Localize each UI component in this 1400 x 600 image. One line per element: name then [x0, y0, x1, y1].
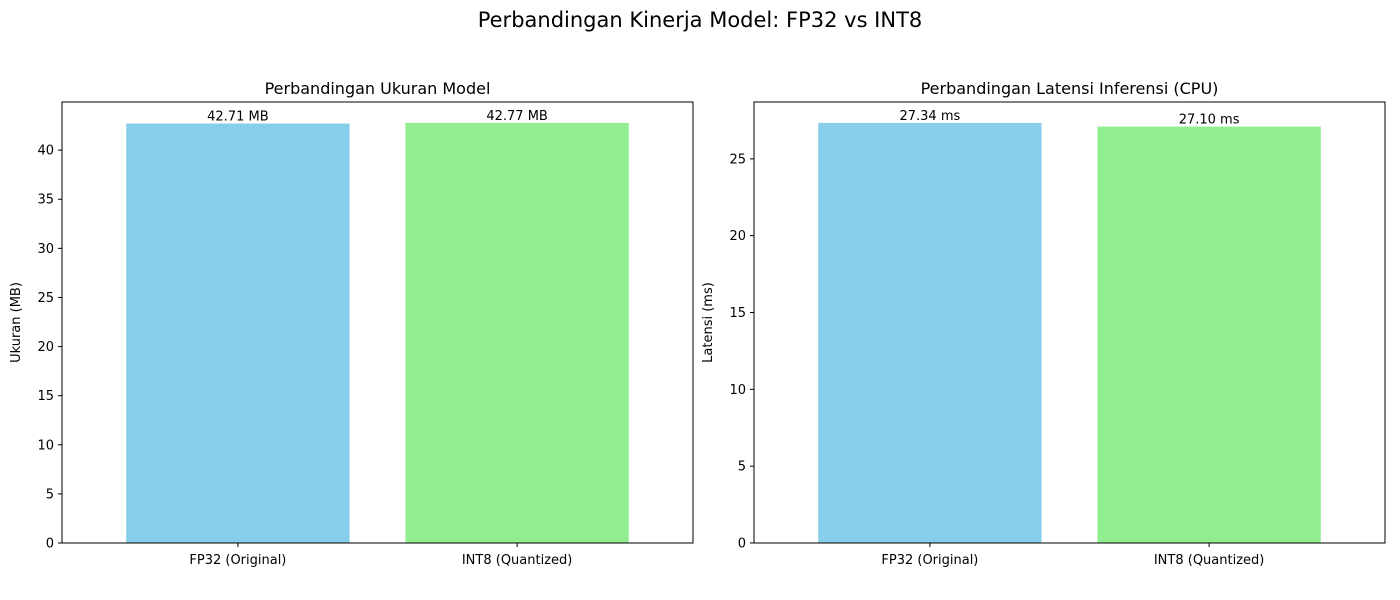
y-tick-label: 40: [37, 144, 54, 159]
chart-panel-1: 42.71 MB FP32 (Original) 42.77 MB INT8 (Qua…: [9, 79, 694, 568]
y-tick-label: 15: [729, 306, 746, 321]
bar-value-label: 42.77 MB: [486, 109, 547, 124]
chart-title: Perbandingan Latensi Inferensi (CPU): [921, 79, 1219, 98]
y-tick-label: 25: [729, 152, 746, 167]
y-tick-label: 0: [46, 537, 54, 552]
bar-value-label: 27.10 ms: [1179, 113, 1240, 128]
bar-2: [405, 122, 629, 544]
figure-suptitle: Perbandingan Kinerja Model: FP32 vs INT8: [477, 8, 923, 32]
y-tick-label: 0: [738, 537, 746, 552]
bar-value-label: 42.71 MB: [207, 110, 268, 125]
axes-frame: [753, 101, 1386, 544]
axes-frame: [61, 101, 694, 544]
x-tick-label: INT8 (Quantized): [462, 553, 573, 568]
bar-value-label: 27.34 ms: [899, 109, 960, 124]
y-axis-label: Ukuran (MB): [9, 282, 24, 363]
y-axis-label: Latensi (ms): [701, 282, 716, 363]
y-tick-label: 15: [37, 389, 54, 404]
bar-1: [818, 122, 1042, 544]
x-tick-label: FP32 (Original): [189, 553, 286, 568]
y-tick-label: 10: [729, 383, 746, 398]
y-tick-label: 5: [738, 460, 746, 475]
x-tick-label: FP32 (Original): [881, 553, 978, 568]
chart-panel-2: 27.34 ms FP32 (Original) 27.10 ms INT8 (Qua…: [701, 79, 1386, 568]
y-tick-label: 5: [46, 487, 54, 502]
x-tick-label: INT8 (Quantized): [1154, 553, 1265, 568]
y-tick-label: 20: [37, 340, 54, 355]
chart-title: Perbandingan Ukuran Model: [265, 79, 491, 98]
y-tick-label: 10: [37, 438, 54, 453]
y-tick-label: 30: [37, 242, 54, 257]
y-tick-label: 25: [37, 291, 54, 306]
bar-2: [1097, 126, 1321, 544]
y-tick-label: 35: [37, 193, 54, 208]
bar-1: [126, 123, 350, 543]
y-tick-label: 20: [729, 229, 746, 244]
